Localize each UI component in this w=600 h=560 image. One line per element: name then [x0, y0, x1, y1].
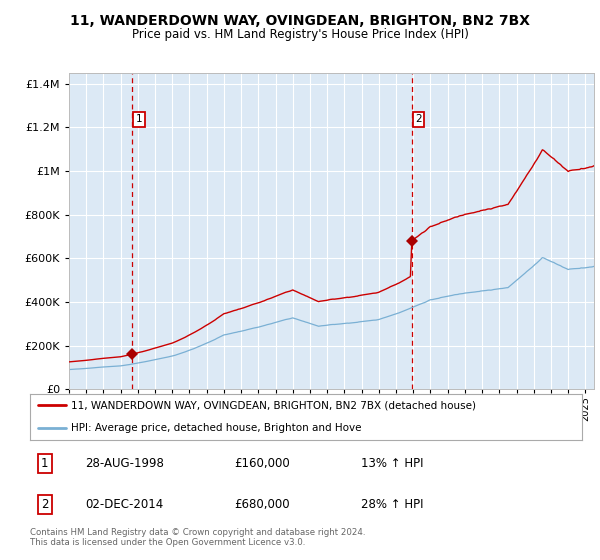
- Text: 28% ↑ HPI: 28% ↑ HPI: [361, 498, 424, 511]
- Text: 11, WANDERDOWN WAY, OVINGDEAN, BRIGHTON, BN2 7BX: 11, WANDERDOWN WAY, OVINGDEAN, BRIGHTON,…: [70, 14, 530, 28]
- Text: 13% ↑ HPI: 13% ↑ HPI: [361, 457, 424, 470]
- Text: £680,000: £680,000: [234, 498, 290, 511]
- Text: 2: 2: [41, 498, 49, 511]
- Text: Contains HM Land Registry data © Crown copyright and database right 2024.
This d: Contains HM Land Registry data © Crown c…: [30, 528, 365, 547]
- Text: 11, WANDERDOWN WAY, OVINGDEAN, BRIGHTON, BN2 7BX (detached house): 11, WANDERDOWN WAY, OVINGDEAN, BRIGHTON,…: [71, 400, 476, 410]
- Text: Price paid vs. HM Land Registry's House Price Index (HPI): Price paid vs. HM Land Registry's House …: [131, 28, 469, 41]
- Text: £160,000: £160,000: [234, 457, 290, 470]
- Text: 28-AUG-1998: 28-AUG-1998: [85, 457, 164, 470]
- Text: 02-DEC-2014: 02-DEC-2014: [85, 498, 163, 511]
- Text: 2: 2: [415, 114, 422, 124]
- Text: 1: 1: [136, 114, 142, 124]
- Text: HPI: Average price, detached house, Brighton and Hove: HPI: Average price, detached house, Brig…: [71, 423, 362, 433]
- Text: 1: 1: [41, 457, 49, 470]
